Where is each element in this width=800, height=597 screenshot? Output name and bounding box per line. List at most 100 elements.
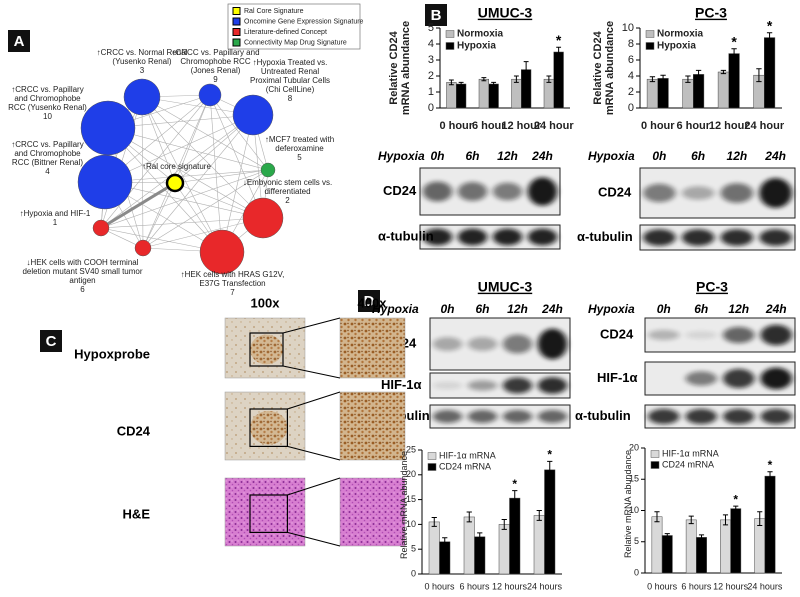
row-label: α-tubulin: [378, 228, 434, 243]
zoom-line: [287, 445, 341, 461]
y-tick-label: 10: [629, 505, 639, 515]
bar: [730, 508, 742, 574]
legend-swatch: [232, 38, 241, 47]
x-tick-label: 24 hours: [747, 581, 783, 591]
network-edge: [209, 94, 264, 219]
error-bar: [654, 511, 660, 523]
blot-band: [467, 380, 498, 391]
x-tick-label: 0 hours: [424, 581, 455, 591]
blot-band: [723, 368, 755, 389]
error-bar: [491, 81, 497, 87]
blot-band: [685, 331, 717, 339]
lane-label: 12h: [507, 302, 528, 316]
significance-marker: *: [767, 18, 773, 34]
condition-label: Hypoxia: [372, 302, 419, 316]
y-tick-label: 6: [628, 54, 634, 66]
legend-label: HIF-1α mRNA: [662, 448, 719, 458]
lane-label: 24h: [531, 149, 553, 163]
node-id: 6: [80, 285, 85, 294]
node-id: 2: [285, 196, 290, 205]
chart-title: UMUC-3: [478, 5, 533, 21]
node-id: 3: [139, 66, 145, 75]
node-label: ↑CRCC vs. Papillary and Chromophobe RCC …: [5, 85, 90, 121]
network-edge: [100, 94, 211, 229]
bar: [511, 78, 522, 109]
blot-band: [537, 410, 568, 423]
y-tick-label: 2: [628, 86, 634, 98]
legend-swatch: [445, 42, 455, 50]
network-edge: [142, 169, 269, 249]
bar: [509, 497, 521, 575]
legend-label: Normoxia: [457, 29, 504, 40]
node-name: ↓Embyonic stem cells vs. differentiated: [242, 178, 333, 196]
y-tick-label: 20: [406, 469, 416, 479]
y-tick-label: 0: [428, 102, 434, 114]
y-tick-label: 15: [629, 474, 639, 484]
y-tick-label: 5: [634, 536, 639, 546]
y-tick-label: 0: [634, 567, 639, 577]
significance-marker: *: [512, 477, 517, 491]
y-tick-label: 3: [428, 54, 434, 66]
blot-band: [422, 181, 453, 202]
blot-band: [720, 183, 754, 203]
significance-marker: *: [547, 448, 552, 462]
bar: [543, 78, 554, 109]
error-bar: [546, 75, 552, 83]
error-bar: [720, 69, 727, 75]
row-label: CD24: [600, 326, 634, 341]
node-name: ↓HEK cells with COOH terminal deletion m…: [22, 258, 143, 285]
error-bar: [731, 48, 737, 59]
node-label: ↑MCF7 treated with deferoxamine 5: [262, 135, 337, 162]
bar: [728, 53, 740, 109]
node-name: ↑MCF7 treated with deferoxamine: [264, 135, 335, 153]
node-id: 10: [43, 112, 52, 121]
bar: [446, 82, 457, 109]
panel-letter-box: [8, 30, 30, 52]
network-edge: [141, 96, 264, 219]
bar: [498, 524, 510, 575]
x-tick-label: 24 hours: [527, 581, 563, 591]
blot-band: [681, 186, 715, 200]
bar: [657, 78, 669, 109]
x-tick-label: 12 hours: [492, 581, 528, 591]
blot-band: [432, 337, 463, 351]
network-edge: [221, 114, 254, 253]
node-label: ↓Embyonic stem cells vs. differentiated 2: [240, 178, 335, 205]
blot-band: [760, 408, 792, 425]
row-label: H&E: [123, 506, 151, 521]
x-tick-label: 6 hour: [472, 120, 506, 132]
row-label: HIF-1α: [381, 377, 422, 392]
bar: [456, 83, 467, 109]
blot-band: [648, 408, 680, 425]
bar: [682, 78, 694, 109]
lane-label: 12h: [728, 302, 749, 316]
lane-label: 0h: [430, 149, 444, 163]
condition-label: Hypoxia: [588, 149, 635, 163]
node-id: 4: [45, 167, 50, 176]
network-node: [80, 100, 136, 156]
node-id: 5: [297, 153, 302, 162]
stained-region: [250, 334, 283, 365]
x-tick-label: 12 hour: [501, 120, 541, 132]
lane-label: 12h: [497, 149, 518, 163]
bar: [488, 83, 499, 109]
significance-marker: *: [768, 458, 773, 472]
error-bar: [501, 518, 507, 530]
legend-swatch: [650, 450, 660, 458]
blot-band: [681, 229, 715, 246]
zoom-box: [249, 408, 289, 448]
bar: [463, 516, 475, 575]
zoom-box: [249, 332, 284, 367]
x-tick-label: 0 hour: [439, 120, 473, 132]
zoom-line: [287, 531, 341, 547]
blot-band: [527, 228, 558, 246]
node-label: ↑Hypoxia Treated vs. Untreated Renal Pro…: [245, 58, 335, 103]
x-tick-label: 12 hour: [709, 120, 749, 132]
row-label: Hypoxprobe: [74, 346, 150, 361]
bar: [478, 78, 489, 109]
lane-label: 12h: [727, 149, 748, 163]
error-bar: [536, 510, 542, 521]
network-node: [92, 219, 110, 237]
x-tick-label: 0 hour: [641, 120, 675, 132]
